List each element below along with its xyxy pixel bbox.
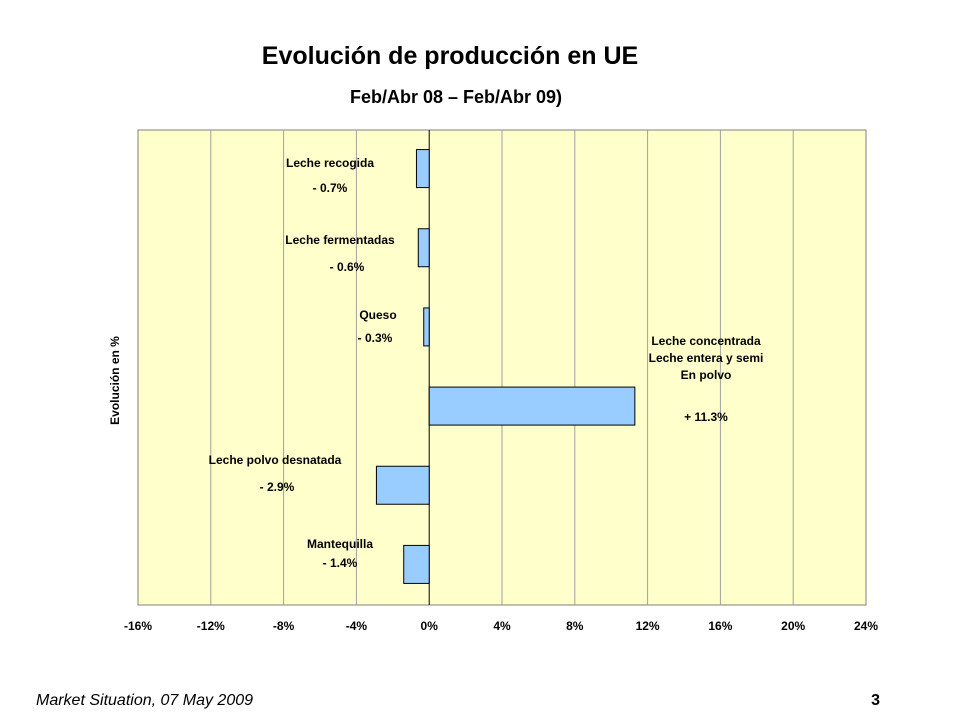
category-label: Leche polvo desnatada <box>209 453 342 467</box>
data-label: - 0.6% <box>330 260 365 274</box>
bar <box>428 386 636 426</box>
category-label: En polvo <box>681 368 732 382</box>
x-tick-label: 20% <box>781 619 805 633</box>
chart-subtitle: Feb/Abr 08 – Feb/Abr 09) <box>349 87 563 107</box>
bar <box>423 307 430 347</box>
bar <box>415 149 430 189</box>
x-tick-label: 24% <box>854 619 878 633</box>
x-tick-label: -4% <box>346 619 368 633</box>
x-tick-label: 0% <box>421 619 439 633</box>
category-label: Leche concentrada <box>651 334 761 348</box>
page-number: 3 <box>871 692 880 709</box>
x-tick-label: 16% <box>708 619 732 633</box>
category-label: Leche entera y semi <box>649 351 764 365</box>
x-tick-label: -8% <box>273 619 295 633</box>
data-label: - 0.3% <box>358 331 393 345</box>
footer-source: Market Situation, 07 May 2009 <box>36 692 254 709</box>
x-tick-label: 8% <box>566 619 584 633</box>
x-tick-label: -12% <box>197 619 225 633</box>
x-tick-label: 4% <box>493 619 511 633</box>
x-tick-label: 12% <box>636 619 660 633</box>
category-label: Queso <box>359 308 396 322</box>
category-label: Leche recogida <box>286 156 374 170</box>
category-label: Mantequilla <box>307 537 373 551</box>
bar <box>403 544 430 584</box>
category-label: Leche fermentadas <box>285 233 395 247</box>
data-label: + 11.3% <box>684 410 728 424</box>
x-tick-label: -16% <box>124 619 152 633</box>
bar <box>417 228 430 268</box>
chart-title: Evolución de producción en UE <box>261 42 639 70</box>
data-label: - 0.7% <box>313 181 348 195</box>
data-label: - 1.4% <box>323 556 358 570</box>
y-axis-title: Evolución en % <box>108 336 122 425</box>
bar <box>375 465 430 505</box>
data-label: - 2.9% <box>260 480 295 494</box>
